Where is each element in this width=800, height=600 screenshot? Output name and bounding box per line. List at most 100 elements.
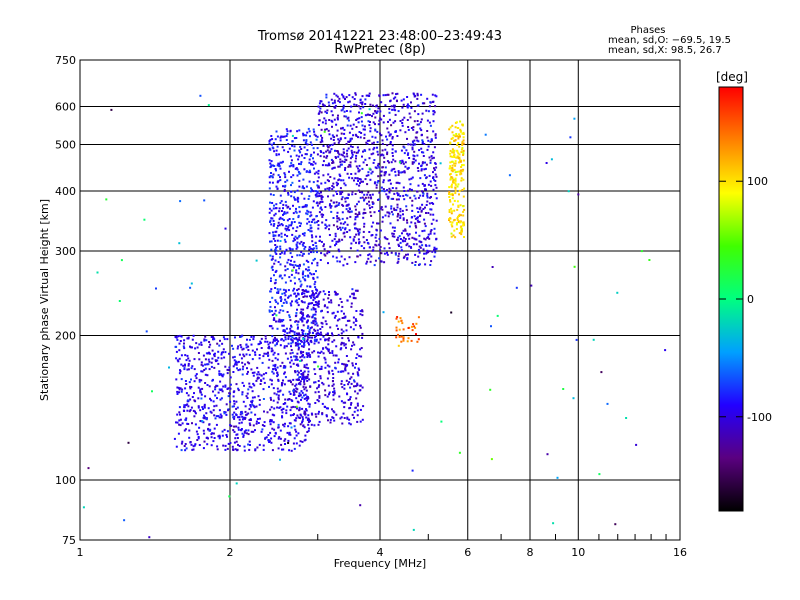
- data-point: [420, 129, 423, 132]
- data-point: [382, 121, 385, 124]
- data-point: [318, 292, 321, 295]
- data-point: [293, 447, 296, 450]
- data-point: [311, 290, 314, 293]
- data-point: [416, 219, 419, 222]
- data-point: [242, 400, 245, 403]
- data-point: [253, 371, 256, 374]
- data-point: [287, 150, 290, 153]
- data-point: [461, 230, 463, 233]
- data-point: [304, 279, 307, 282]
- data-point: [460, 151, 463, 154]
- data-point: [326, 377, 329, 380]
- data-point: [338, 240, 341, 243]
- data-point: [281, 411, 284, 414]
- data-point: [428, 174, 431, 177]
- data-point: [306, 335, 309, 338]
- data-point: [271, 310, 273, 313]
- data-point: [384, 237, 387, 240]
- data-point: [287, 143, 290, 145]
- data-point: [301, 440, 304, 443]
- data-point: [291, 336, 294, 339]
- data-point: [405, 149, 408, 152]
- data-point: [356, 213, 359, 216]
- data-point: [329, 421, 332, 424]
- data-point: [411, 146, 414, 149]
- data-point: [339, 348, 342, 351]
- data-point: [370, 197, 373, 200]
- data-point: [372, 148, 375, 151]
- data-point: [284, 227, 287, 230]
- data-point: [432, 151, 435, 154]
- data-point: [237, 389, 240, 392]
- x-axis-label: Frequency [MHz]: [334, 557, 426, 570]
- data-point: [204, 358, 207, 361]
- data-point: [341, 154, 344, 157]
- data-point: [287, 296, 290, 299]
- data-point: [388, 191, 391, 194]
- data-point: [235, 407, 238, 410]
- data-point: [246, 367, 248, 370]
- data-point: [413, 194, 416, 197]
- data-point: [358, 241, 361, 244]
- data-point: [451, 160, 454, 163]
- data-point: [369, 194, 372, 196]
- data-point: [323, 117, 326, 120]
- data-point: [326, 149, 329, 152]
- data-point: [313, 368, 316, 371]
- data-point: [355, 134, 358, 137]
- data-point: [417, 169, 420, 172]
- data-point: [284, 180, 287, 183]
- data-point: [332, 255, 335, 258]
- data-point: [334, 235, 337, 238]
- data-point: [340, 255, 343, 258]
- data-point: [197, 436, 200, 438]
- data-point: [305, 408, 307, 411]
- data-point: [376, 150, 379, 153]
- data-point: [323, 305, 326, 308]
- data-point: [283, 365, 286, 367]
- y-tick-label: 750: [55, 54, 76, 67]
- data-point: [353, 151, 356, 154]
- data-point: [213, 338, 216, 341]
- data-point: [342, 151, 345, 154]
- data-point: [338, 395, 341, 398]
- data-point: [387, 120, 389, 123]
- data-point: [210, 444, 213, 447]
- data-point: [176, 421, 179, 424]
- data-point: [433, 246, 436, 249]
- data-point: [282, 379, 284, 382]
- data-point: [458, 158, 461, 161]
- data-point: [320, 252, 323, 255]
- data-point: [395, 181, 398, 184]
- data-point: [313, 308, 316, 311]
- data-point: [422, 194, 425, 197]
- stats-o-line: mean, sd,O: −69.5, 19.5: [608, 35, 731, 46]
- data-point: [337, 333, 340, 336]
- data-point: [413, 215, 416, 218]
- data-point: [268, 385, 270, 388]
- data-point: [263, 352, 266, 355]
- data-point: [286, 211, 289, 214]
- data-point: [342, 412, 345, 415]
- data-point: [449, 155, 452, 158]
- data-point: [453, 139, 456, 142]
- data-point: [243, 445, 246, 448]
- data-point: [347, 383, 350, 386]
- data-point: [366, 143, 369, 145]
- data-point: [573, 117, 576, 120]
- data-point: [278, 436, 281, 439]
- data-point: [261, 424, 264, 427]
- data-point: [229, 387, 232, 390]
- data-point: [255, 405, 258, 408]
- data-point: [356, 371, 359, 374]
- data-point: [345, 110, 348, 112]
- data-point: [276, 145, 279, 148]
- data-point: [405, 208, 408, 211]
- data-point: [456, 155, 459, 158]
- data-point: [383, 236, 386, 239]
- data-point: [290, 338, 293, 341]
- data-point: [282, 213, 284, 216]
- data-point: [231, 405, 234, 408]
- data-point: [296, 301, 299, 304]
